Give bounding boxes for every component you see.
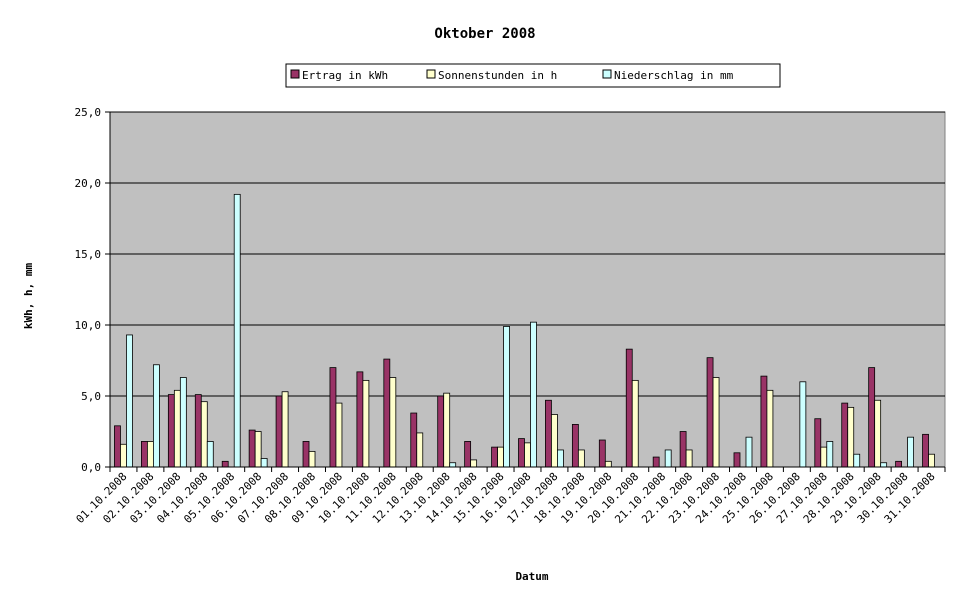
bar <box>631 379 639 468</box>
bar <box>335 402 343 468</box>
bar <box>449 462 457 468</box>
bar <box>194 394 202 468</box>
bar <box>928 453 935 468</box>
bar <box>652 456 660 468</box>
legend-swatch-sonnenstunden <box>426 69 436 79</box>
bar <box>141 441 148 468</box>
bar <box>503 326 510 468</box>
bars <box>114 193 935 468</box>
legend-label-ertrag: Ertrag in kWh <box>302 69 388 82</box>
bar <box>410 412 418 468</box>
bar <box>179 377 187 468</box>
bar <box>733 452 741 468</box>
bar <box>664 449 672 468</box>
bar <box>895 460 902 468</box>
bar <box>551 414 558 468</box>
bar <box>362 379 370 468</box>
bar <box>874 399 882 468</box>
bar <box>766 389 774 468</box>
bar <box>356 371 364 468</box>
bar <box>470 459 478 468</box>
y-axis: 0,0 5,0 10,0 15,0 20,0 25,0 <box>75 106 111 474</box>
bar <box>221 460 229 468</box>
bar <box>153 364 160 468</box>
bar <box>389 377 397 468</box>
bar <box>745 436 753 468</box>
bar <box>685 449 693 468</box>
bar <box>114 425 121 468</box>
bar <box>120 443 127 468</box>
bar <box>760 375 768 468</box>
bar <box>233 193 241 468</box>
bar <box>706 357 714 468</box>
bar <box>820 446 828 468</box>
bar <box>518 438 525 468</box>
bar <box>126 334 133 468</box>
legend: Ertrag in kWh Sonnenstunden in h Nieders… <box>285 63 781 88</box>
bar <box>464 441 472 468</box>
bar <box>275 395 283 468</box>
y-tick-label: 5,0 <box>81 390 101 403</box>
legend-label-niederschlag: Niederschlag in mm <box>614 69 734 82</box>
bar <box>443 392 451 468</box>
bar <box>868 367 876 468</box>
bar <box>200 401 208 468</box>
bar <box>167 394 175 468</box>
bar <box>880 462 888 468</box>
bar <box>248 429 256 468</box>
y-tick-label: 20,0 <box>75 177 102 190</box>
bar <box>302 441 310 468</box>
bar <box>173 389 181 468</box>
bar <box>254 431 262 468</box>
bar <box>524 442 531 468</box>
gridlines <box>110 111 945 397</box>
bar <box>416 432 424 468</box>
bar <box>147 441 154 468</box>
bar <box>530 321 537 468</box>
y-tick-label: 15,0 <box>75 248 102 261</box>
bar <box>206 441 214 468</box>
bar <box>308 450 316 468</box>
chart-title: Oktober 2008 <box>434 26 535 42</box>
bar <box>545 399 552 468</box>
bar <box>907 436 914 468</box>
bar <box>260 458 268 468</box>
bar <box>679 431 687 468</box>
y-tick-label: 25,0 <box>75 106 102 119</box>
y-tick-label: 10,0 <box>75 319 102 332</box>
y-tick-label: 0,0 <box>81 461 101 474</box>
bar <box>712 377 720 468</box>
legend-box <box>285 63 781 88</box>
legend-swatch-niederschlag <box>602 69 612 79</box>
bar <box>604 460 612 468</box>
bar <box>847 406 855 468</box>
bar <box>922 433 929 468</box>
bar <box>598 439 606 468</box>
bar <box>491 446 498 468</box>
bar <box>497 446 504 468</box>
x-axis-title: Datum <box>515 570 548 583</box>
bar <box>281 391 289 468</box>
bar <box>577 449 585 468</box>
bar <box>814 418 822 468</box>
bar <box>329 367 337 468</box>
bar <box>841 402 849 468</box>
bar <box>383 358 391 468</box>
bar <box>799 381 807 468</box>
bar <box>853 453 861 468</box>
bar <box>557 449 564 468</box>
bar <box>826 441 834 468</box>
y-axis-title: kWh, h, mm <box>22 263 35 330</box>
legend-label-sonnenstunden: Sonnenstunden in h <box>438 69 557 82</box>
x-axis: 01.10.200802.10.200803.10.200804.10.2008… <box>74 466 946 526</box>
bar <box>625 348 633 468</box>
bar <box>437 395 445 468</box>
legend-swatch-ertrag <box>290 69 300 79</box>
bar <box>571 423 579 468</box>
